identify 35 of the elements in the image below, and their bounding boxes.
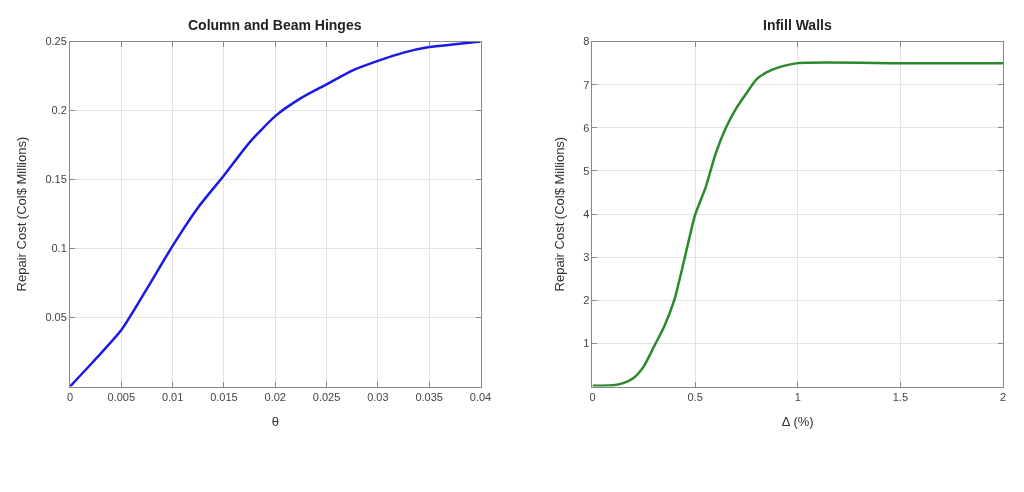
y-axis-title: Repair Cost (Col$ Millions) [14,136,30,292]
x-tick-label: 0.01 [161,390,184,403]
y-tick-label: 0.1 [51,242,67,255]
y-tick-label: 2 [583,294,590,307]
y-tick-label: 0.15 [45,173,67,186]
x-tick-label: 0 [589,390,596,403]
x-axis-title: θ [271,414,279,430]
x-tick-label: 0 [66,390,74,403]
y-tick-label: 0.25 [45,35,67,48]
y-tick-label: 5 [583,164,590,177]
x-tick-label: 0.5 [687,390,703,403]
x-tick-label: 0.025 [312,390,341,403]
y-tick-label: 8 [583,35,590,48]
y-axis-title: Repair Cost (Col$ Millions) [552,136,568,292]
chart-title: Column and Beam Hinges [188,17,362,33]
x-tick-label: 2 [999,390,1007,403]
line-series [70,41,481,387]
y-tick-label: 4 [583,207,590,220]
x-axis-title: Δ (%) [781,414,814,430]
x-tick-label: 1 [794,390,801,403]
y-tick-label: 0.05 [45,311,67,324]
line-series [592,61,1003,387]
y-tick-label: 7 [583,78,590,91]
x-tick-label: 0.03 [367,390,389,403]
x-tick-label: 0.04 [469,390,492,403]
y-tick-label: 1 [583,337,590,350]
y-tick-label: 3 [583,251,590,264]
chart-title: Infill Walls [763,17,832,33]
x-tick-label: 1.5 [892,390,909,403]
x-tick-label: 0.035 [415,390,443,403]
y-tick-label: 6 [583,121,590,134]
x-tick-label: 0.015 [210,390,238,403]
x-tick-label: 0.02 [264,390,286,403]
y-tick-label: 0.2 [51,104,67,117]
x-tick-label: 0.005 [107,390,136,403]
